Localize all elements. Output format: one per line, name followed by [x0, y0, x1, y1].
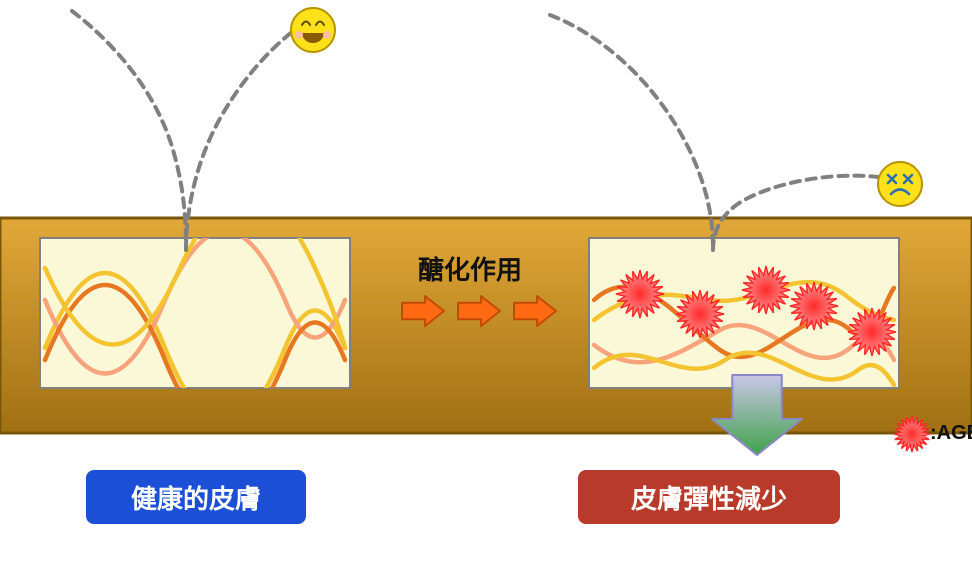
- bounce-right-down: [550, 15, 713, 250]
- glycation-title: 醣化作用: [418, 250, 522, 287]
- happy-face-icon: [291, 8, 335, 52]
- bounce-left-down: [72, 11, 186, 250]
- label-healthy-skin-text: 健康的皮膚: [131, 479, 261, 516]
- bounce-left-up: [186, 26, 300, 250]
- label-reduced-elasticity: 皮膚彈性減少: [578, 470, 840, 524]
- label-reduced-elasticity-text: 皮膚彈性減少: [631, 479, 787, 516]
- label-healthy-skin: 健康的皮膚: [86, 470, 306, 524]
- dizzy-face-icon: [878, 162, 922, 206]
- legend-age-text: :AGEs: [930, 422, 972, 445]
